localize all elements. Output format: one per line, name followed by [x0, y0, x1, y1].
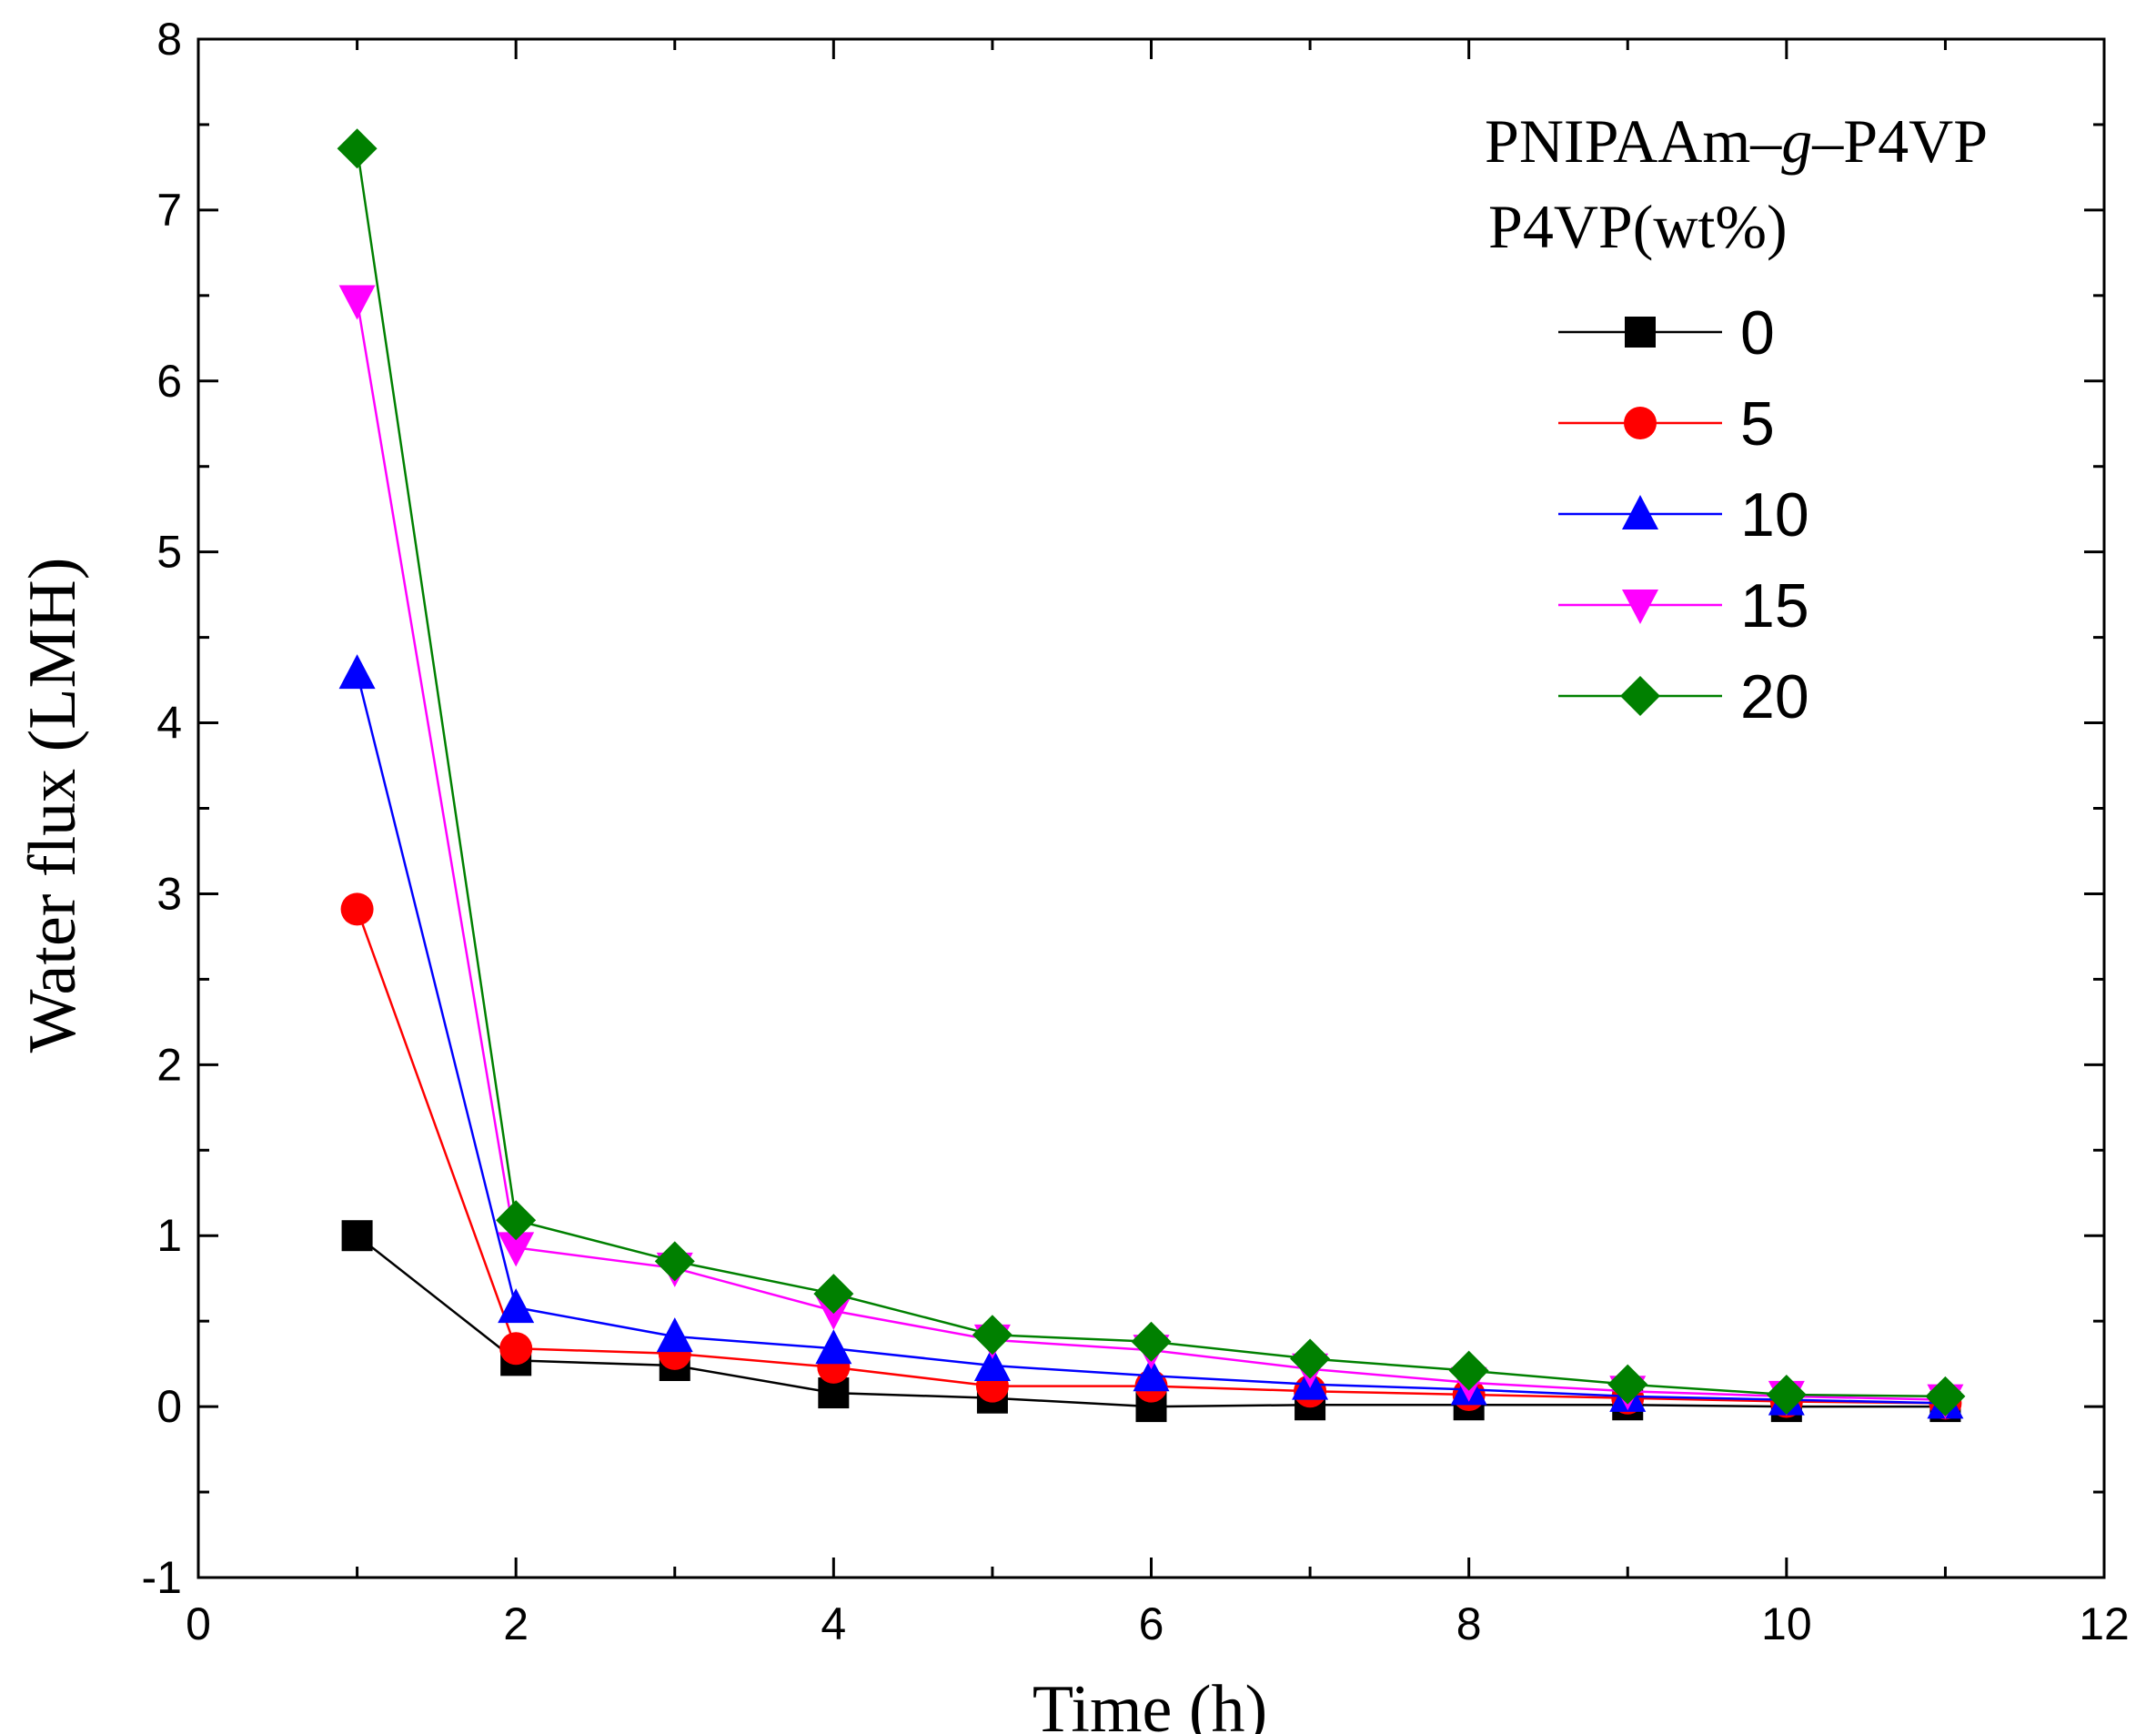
legend-label: 10: [1740, 480, 1809, 549]
legend-label: 5: [1740, 389, 1775, 459]
legend-item: 10: [1558, 480, 1809, 549]
legend-title-part1: PNIPAAm: [1485, 106, 1750, 176]
data-point: [340, 892, 374, 926]
x-tick-label: 6: [1139, 1598, 1164, 1649]
data-point: [498, 1232, 535, 1267]
legend-marker: [1622, 590, 1658, 624]
legend: PNIPAAm–g–P4VP P4VP(wt%) 0 5 10 15 20: [1485, 106, 1988, 731]
y-tick-label: 4: [156, 698, 182, 749]
data-point: [1766, 1374, 1807, 1415]
legend-title-line2: P4VP(wt%): [1488, 192, 1788, 261]
data-point: [338, 285, 376, 320]
y-tick-label: -1: [142, 1552, 182, 1603]
data-point: [341, 1220, 373, 1252]
legend-title-line1: PNIPAAm–g–P4VP: [1485, 106, 1988, 176]
series-20: [337, 128, 1966, 1416]
legend-item: 15: [1558, 571, 1809, 640]
legend-marker: [1624, 407, 1657, 439]
data-point: [654, 1241, 695, 1282]
data-point: [1133, 1356, 1170, 1392]
legend-title-g: g: [1781, 106, 1812, 176]
x-tick-label: 8: [1456, 1598, 1482, 1649]
series-line: [356, 300, 1946, 1401]
data-point: [1290, 1338, 1331, 1379]
series-15: [338, 285, 1964, 1419]
y-tick-label: 8: [156, 14, 182, 65]
x-tick-label: 10: [1761, 1598, 1812, 1649]
legend-item: 5: [1558, 389, 1775, 459]
y-tick-label: 1: [156, 1210, 182, 1261]
x-axis-title: Time (h): [1033, 1672, 1267, 1734]
legend-item: 20: [1558, 662, 1809, 731]
x-tick-label: 2: [503, 1598, 529, 1649]
legend-label: 20: [1740, 662, 1809, 731]
x-tick-label: 12: [2079, 1598, 2130, 1649]
y-tick-label: 0: [156, 1381, 182, 1432]
series-line: [356, 148, 1946, 1398]
y-tick-label: 6: [156, 356, 182, 407]
x-tick-label: 0: [186, 1598, 211, 1649]
y-tick-label: 2: [156, 1039, 182, 1090]
data-point: [1448, 1350, 1489, 1391]
series-line: [356, 672, 1946, 1405]
data-point: [1131, 1321, 1172, 1362]
legend-label: 15: [1740, 571, 1809, 640]
legend-title-end: –P4VP: [1811, 106, 1988, 176]
data-point: [496, 1200, 537, 1241]
data-point: [338, 654, 376, 690]
legend-marker: [1620, 676, 1660, 716]
series-10: [338, 654, 1964, 1419]
legend-label: 0: [1740, 298, 1775, 368]
legend-marker: [1625, 317, 1656, 348]
data-point: [813, 1274, 854, 1315]
data-point: [815, 1329, 852, 1365]
legend-entries: 0 5 10 15 20: [1558, 298, 1809, 731]
data-point: [656, 1317, 693, 1353]
data-point: [972, 1315, 1013, 1356]
x-tick-label: 4: [821, 1598, 846, 1649]
y-tick-label: 7: [156, 185, 182, 236]
data-point: [1925, 1376, 1966, 1416]
data-point: [498, 1288, 535, 1324]
legend-item: 0: [1558, 298, 1775, 368]
legend-marker: [1622, 495, 1658, 529]
y-axis-title: Water flux (LMH): [15, 558, 90, 1054]
data-point: [337, 128, 378, 169]
data-point: [973, 1346, 1011, 1382]
data-point: [1607, 1364, 1648, 1405]
y-tick-label: 5: [156, 527, 182, 578]
data-point: [499, 1332, 533, 1366]
y-tick-label: 3: [156, 868, 182, 919]
legend-title-dash: –: [1749, 106, 1782, 176]
series-layer: [337, 128, 1966, 1423]
